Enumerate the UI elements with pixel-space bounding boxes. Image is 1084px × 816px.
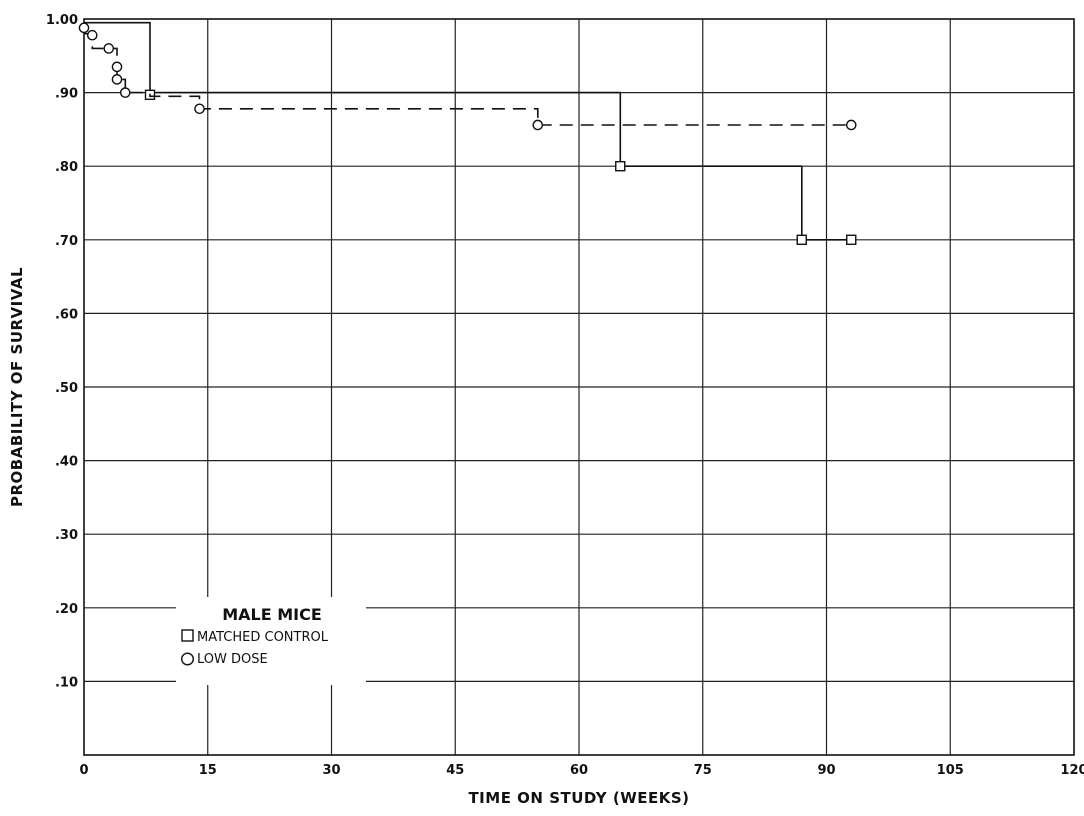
data-point-circle xyxy=(111,61,123,73)
legend-title: MALE MICE xyxy=(222,605,322,624)
series-matched-control xyxy=(84,21,857,246)
y-tick-label: .10 xyxy=(55,675,78,690)
y-tick-label: .30 xyxy=(55,528,78,543)
x-tick-label: 15 xyxy=(199,763,217,778)
legend-square-marker xyxy=(181,629,194,642)
x-tick-label: 75 xyxy=(694,763,712,778)
data-point-square xyxy=(846,234,857,246)
legend-background xyxy=(176,597,366,685)
legend-entry-matched-control: MATCHED CONTROL xyxy=(197,630,329,645)
x-tick-label: 90 xyxy=(817,763,835,778)
data-point-circle xyxy=(103,43,115,54)
y-tick-label: .70 xyxy=(55,234,78,249)
series-line xyxy=(84,21,852,241)
x-tick-label: 0 xyxy=(79,763,88,778)
data-point-circle xyxy=(119,87,131,98)
data-point-square xyxy=(796,234,807,246)
x-tick-label: 105 xyxy=(937,763,964,778)
data-point-circle xyxy=(78,22,90,34)
series-low-dose xyxy=(78,22,857,131)
series-layer xyxy=(78,21,857,246)
x-axis-title: TIME ON STUDY (WEEKS) xyxy=(468,789,689,807)
x-tick-labels: 0 15 30 45 60 75 90 105 120 xyxy=(79,763,1084,778)
y-tick-label: 1.00 xyxy=(46,13,78,28)
legend: MALE MICE MATCHED CONTROL LOW DOSE xyxy=(176,597,366,685)
data-point-circle xyxy=(845,119,857,131)
plot-frame xyxy=(83,18,1075,756)
y-tick-labels: .10 .20 .30 .40 .50 .60 .70 .80 .90 1.00 xyxy=(46,13,78,690)
x-tick-label: 45 xyxy=(446,763,464,778)
data-point-circle xyxy=(86,29,98,41)
y-tick-label: .60 xyxy=(55,307,78,322)
x-tick-label: 60 xyxy=(570,763,588,778)
y-axis-title: PROBABILITY OF SURVIVAL xyxy=(8,267,26,507)
data-point-circle xyxy=(194,103,205,115)
legend-circle-marker xyxy=(180,652,194,666)
y-tick-label: .40 xyxy=(55,455,78,470)
grid xyxy=(84,19,1074,755)
legend-entry-low-dose: LOW DOSE xyxy=(197,652,268,667)
x-tick-label: 30 xyxy=(322,763,340,778)
y-tick-label: .20 xyxy=(55,602,78,617)
y-tick-label: .50 xyxy=(55,381,78,396)
data-point-circle xyxy=(532,119,544,131)
x-tick-label: 120 xyxy=(1060,763,1084,778)
y-tick-label: .80 xyxy=(55,160,78,175)
series-line xyxy=(84,32,852,126)
data-point-square xyxy=(615,160,626,172)
y-tick-label: .90 xyxy=(55,87,78,102)
data-point-circle xyxy=(111,74,123,85)
